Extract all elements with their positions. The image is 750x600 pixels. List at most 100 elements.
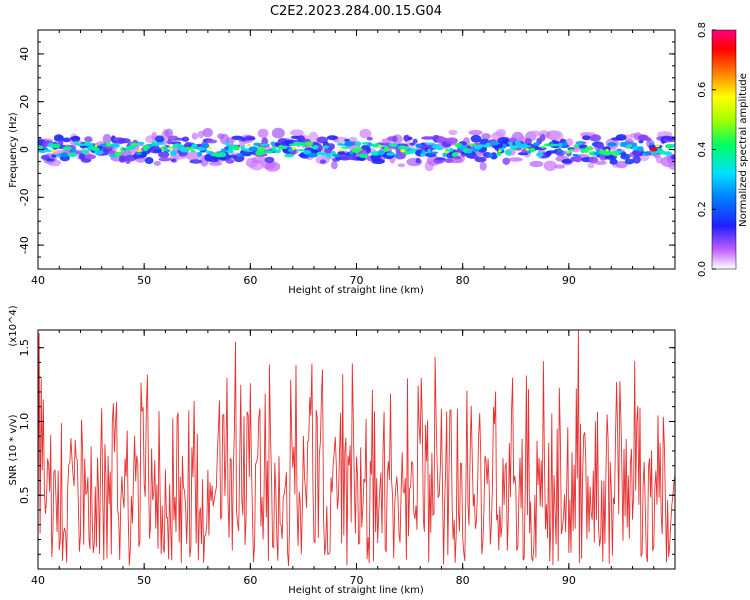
heatmap-cell [138, 141, 145, 145]
heatmap-cell [246, 136, 256, 141]
heatmap-peak [649, 147, 658, 152]
heatmap-cell [536, 152, 544, 158]
heatmap-cell [670, 154, 675, 160]
heatmap-cell [407, 136, 413, 141]
heatmap-cell [110, 143, 120, 148]
heatmap-cell [572, 153, 579, 157]
heatmap-cell [220, 148, 228, 153]
heatmap-cell [264, 150, 274, 154]
snr-xtick-label: 40 [31, 574, 45, 587]
heatmap-cell [524, 145, 532, 148]
heatmap-cell [51, 149, 57, 153]
heatmap-cell [468, 129, 483, 136]
heatmap-cell [411, 148, 418, 152]
snr-xtick-label: 90 [562, 574, 576, 587]
heatmap-cell [668, 161, 675, 171]
heatmap-cell [594, 160, 607, 165]
heatmap-cell [599, 153, 608, 161]
heatmap-cell [91, 147, 100, 152]
heatmap-cell [144, 157, 154, 164]
heatmap-cell [297, 149, 306, 152]
heatmap-cell [51, 143, 61, 149]
heatmap-cell [637, 146, 644, 152]
heatmap-cell [77, 143, 86, 147]
heatmap-cell [508, 141, 513, 146]
heatmap-cell [167, 147, 174, 150]
heatmap-cell [261, 137, 269, 146]
heatmap-cell [225, 141, 230, 147]
heatmap-cell [529, 160, 544, 168]
spectrogram-xtick-label: 40 [31, 274, 45, 287]
snr-xlabel: Height of straight line (km) [288, 585, 424, 596]
heatmap-cell [359, 128, 372, 139]
spectrogram-xtick-label: 70 [350, 274, 364, 287]
heatmap-cell [164, 128, 173, 138]
heatmap-cell [549, 130, 564, 142]
heatmap-cell [118, 138, 131, 144]
heatmap-cell [561, 158, 573, 164]
heatmap-cell [181, 136, 190, 142]
heatmap-cell [425, 142, 436, 145]
heatmap-cell [189, 159, 203, 164]
spectrogram-xtick-label: 90 [562, 274, 576, 287]
heatmap-cell [190, 149, 196, 153]
heatmap-cell [58, 139, 64, 146]
heatmap-cell [445, 137, 458, 144]
heatmap-cell [403, 134, 410, 142]
heatmap-cell [581, 135, 591, 141]
heatmap-cell [427, 148, 432, 154]
heatmap-cell [206, 139, 218, 144]
heatmap-cell [281, 145, 288, 150]
heatmap-cell [185, 151, 201, 161]
heatmap-cell [488, 153, 494, 158]
heatmap-cell [105, 141, 111, 148]
heatmap-cell [388, 143, 398, 147]
heatmap-cell [401, 146, 410, 151]
heatmap-cell [394, 153, 400, 158]
heatmap-cell [481, 133, 491, 140]
heatmap-cell [62, 137, 71, 143]
colorbar-tick-label: 0.0 [697, 261, 708, 277]
figure-title: C2E2.2023.284.00.15.G04 [270, 4, 442, 19]
heatmap-cell [264, 161, 281, 172]
snr-series-line [38, 330, 675, 566]
heatmap-cell [645, 137, 652, 142]
heatmap-cell [136, 151, 142, 156]
heatmap-cell [558, 142, 563, 148]
heatmap-cell [589, 134, 602, 142]
heatmap-cell [154, 135, 165, 143]
heatmap-cell [284, 153, 294, 158]
heatmap-cell [587, 162, 595, 169]
heatmap-cell [470, 134, 482, 143]
spectrogram-panel: 40 50 60 70 80 90 -40 -20 0 20 40 Height of straig… [8, 29, 676, 296]
heatmap-cell [358, 153, 368, 158]
snr-xtick-label: 50 [137, 574, 151, 587]
heatmap-cell [615, 134, 627, 141]
heatmap-layer [38, 127, 675, 172]
spectrogram-xtick-label: 50 [137, 274, 151, 287]
heatmap-cell [532, 142, 541, 147]
heatmap-cell [260, 143, 269, 147]
heatmap-cell [84, 154, 96, 160]
heatmap-cell [307, 131, 319, 144]
heatmap-cell [102, 133, 112, 145]
heatmap-cell [367, 142, 373, 147]
heatmap-cell [153, 149, 162, 153]
heatmap-cell [84, 136, 93, 143]
heatmap-cell [291, 147, 296, 150]
colorbar-tick-label: 0.8 [697, 22, 708, 38]
heatmap-cell [421, 150, 426, 155]
heatmap-cell [45, 158, 55, 162]
heatmap-cell [649, 142, 654, 146]
heatmap-cell [474, 156, 487, 163]
spectrogram-ylabel: Frequency (Hz) [8, 112, 19, 188]
heatmap-cell [670, 144, 675, 148]
heatmap-cell [170, 150, 177, 156]
heatmap-cell [339, 148, 343, 152]
heatmap-cell [507, 157, 523, 162]
heatmap-cell [371, 158, 385, 164]
heatmap-cell [454, 151, 459, 156]
heatmap-cell [631, 142, 638, 148]
heatmap-cell [312, 144, 319, 150]
heatmap-cell [234, 145, 240, 151]
